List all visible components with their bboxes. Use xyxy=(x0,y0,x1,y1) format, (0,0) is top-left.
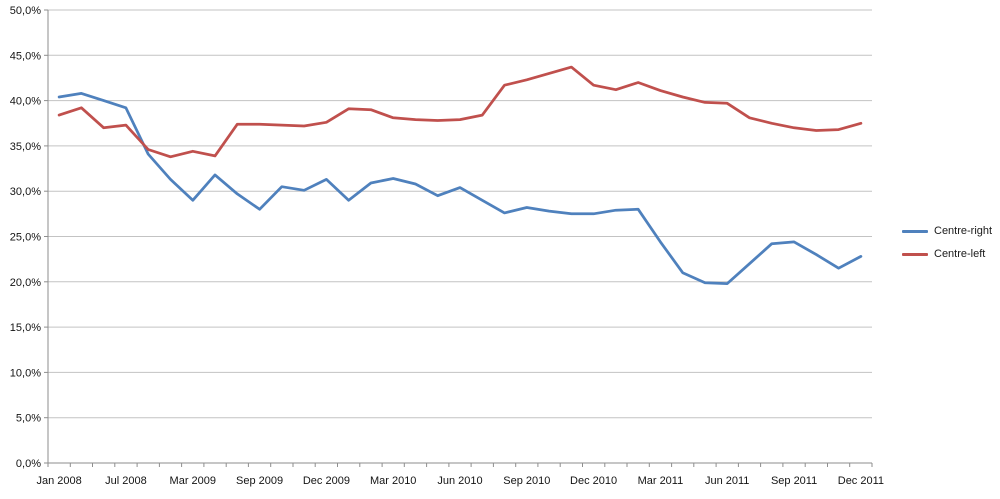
y-axis-label: 30,0% xyxy=(10,186,41,198)
centre-right-line-swatch xyxy=(902,229,928,233)
x-axis-label: Dec 2010 xyxy=(570,475,617,487)
y-axis-label: 50,0% xyxy=(10,5,41,17)
legend-label: Centre-right xyxy=(934,225,993,237)
legend-item-centre-left[interactable]: Centre-left xyxy=(902,248,992,260)
y-axis-label: 35,0% xyxy=(10,141,41,153)
x-axis-label: Sep 2010 xyxy=(503,475,550,487)
legend-label: Centre-left xyxy=(934,248,986,260)
y-axis-label: 25,0% xyxy=(10,232,41,244)
x-axis-label: Sep 2011 xyxy=(771,475,817,487)
series-line-centre-left[interactable] xyxy=(57,65,863,159)
y-axis-label: 0,0% xyxy=(16,458,41,470)
series-line-centre-right[interactable] xyxy=(57,92,863,285)
y-axis-label: 10,0% xyxy=(10,367,41,379)
legend: Centre-right Centre-left xyxy=(902,225,992,260)
x-axis-label: Dec 2011 xyxy=(838,475,884,487)
y-axis-label: 15,0% xyxy=(10,322,41,334)
x-axis-label: Jul 2008 xyxy=(105,475,147,487)
y-axis-label: 5,0% xyxy=(16,413,41,425)
x-axis-label: Mar 2010 xyxy=(370,475,416,487)
x-axis-label: Jan 2008 xyxy=(36,475,81,487)
x-axis-label: Mar 2009 xyxy=(170,475,216,487)
x-axis-label: Sep 2009 xyxy=(236,475,283,487)
x-axis-label: Jun 2010 xyxy=(437,475,482,487)
centre-left-line-swatch xyxy=(902,252,928,256)
y-axis-label: 20,0% xyxy=(10,277,41,289)
x-axis-label: Mar 2011 xyxy=(638,475,684,487)
legend-item-centre-right[interactable]: Centre-right xyxy=(902,225,992,237)
y-axis-label: 40,0% xyxy=(10,96,41,108)
y-axis-label: 45,0% xyxy=(10,50,41,62)
x-axis-label: Dec 2009 xyxy=(303,475,350,487)
x-axis-label: Jun 2011 xyxy=(705,475,749,487)
